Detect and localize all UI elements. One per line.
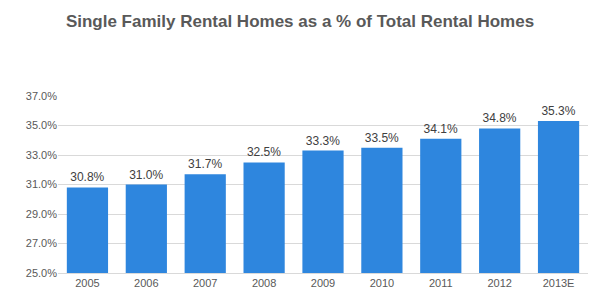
svg-text:2006: 2006 (134, 277, 158, 289)
svg-text:2010: 2010 (370, 277, 394, 289)
svg-text:2013E: 2013E (543, 277, 575, 289)
svg-text:31.0%: 31.0% (129, 168, 163, 182)
svg-text:25.0%: 25.0% (26, 267, 57, 279)
svg-text:2009: 2009 (311, 277, 335, 289)
svg-text:2012: 2012 (487, 277, 511, 289)
svg-text:31.7%: 31.7% (188, 157, 222, 171)
svg-text:33.3%: 33.3% (306, 134, 340, 148)
svg-text:30.8%: 30.8% (70, 170, 104, 184)
svg-text:35.3%: 35.3% (541, 104, 575, 118)
svg-text:Single Family Rental Homes as: Single Family Rental Homes as a % of Tot… (66, 12, 534, 31)
svg-text:34.8%: 34.8% (482, 111, 516, 125)
svg-text:34.1%: 34.1% (424, 122, 458, 136)
svg-text:35.0%: 35.0% (26, 119, 57, 131)
svg-text:33.5%: 33.5% (365, 131, 399, 145)
svg-text:31.0%: 31.0% (26, 178, 57, 190)
svg-text:2008: 2008 (252, 277, 276, 289)
svg-text:27.0%: 27.0% (26, 237, 57, 249)
svg-text:2011: 2011 (429, 277, 453, 289)
svg-text:2005: 2005 (75, 277, 99, 289)
svg-text:37.0%: 37.0% (26, 90, 57, 102)
svg-text:29.0%: 29.0% (26, 208, 57, 220)
svg-text:32.5%: 32.5% (247, 145, 281, 159)
svg-text:33.0%: 33.0% (26, 149, 57, 161)
svg-text:2007: 2007 (193, 277, 217, 289)
